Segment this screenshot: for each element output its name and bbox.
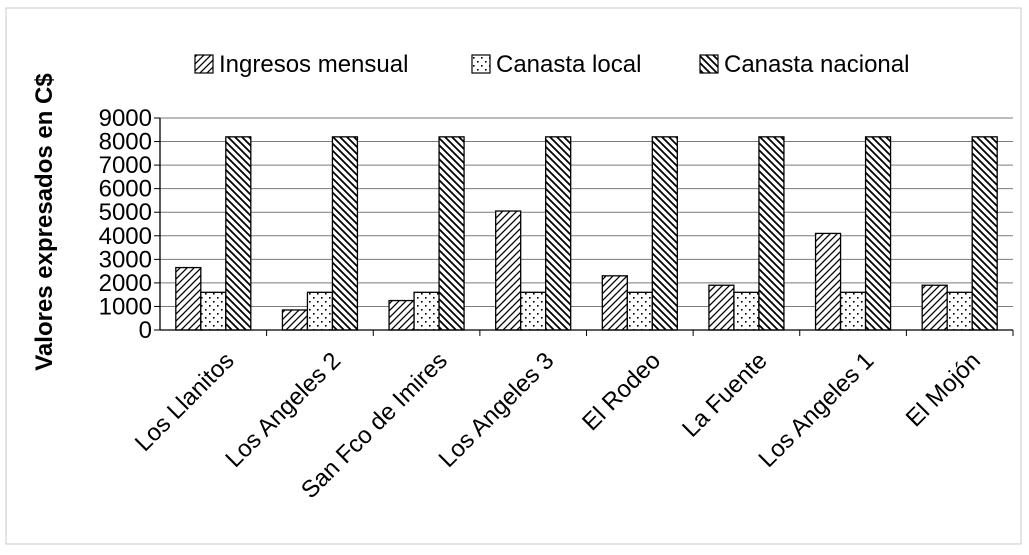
legend-swatch-ingresos	[194, 54, 214, 74]
bar-ingresos-mensual	[708, 284, 735, 331]
bar-canasta-local	[946, 291, 973, 331]
legend: Ingresos mensual Canasta local Canasta n…	[194, 51, 909, 78]
bar-canasta-local	[413, 291, 440, 331]
y-tick-label: 2000	[99, 270, 152, 297]
y-tick-label: 8000	[99, 129, 152, 156]
bar-ingresos-mensual	[495, 210, 522, 331]
axes	[154, 117, 1014, 336]
y-tick-label: 0	[139, 317, 152, 344]
bar-canasta-nacional	[545, 136, 572, 331]
bar-canasta-local	[839, 291, 867, 331]
bar-ingresos-mensual	[814, 232, 842, 331]
bar-ingresos-mensual	[601, 275, 628, 331]
legend-label-ingresos: Ingresos mensual	[219, 51, 408, 78]
y-tick-label: 4000	[99, 223, 152, 250]
legend-swatch-canasta-local	[471, 54, 491, 74]
bar-canasta-local	[733, 291, 760, 331]
bar-canasta-local	[626, 291, 653, 331]
y-tick-label: 7000	[99, 152, 152, 179]
y-tick-label: 6000	[99, 176, 152, 203]
bar-canasta-nacional	[864, 136, 892, 331]
bar-ingresos-mensual	[175, 266, 202, 331]
legend-label-canasta-local: Canasta local	[496, 51, 641, 78]
bars	[175, 136, 998, 331]
bar-canasta-nacional	[225, 136, 252, 331]
bar-canasta-local	[200, 291, 227, 331]
bar-canasta-nacional	[651, 136, 678, 331]
bar-canasta-local	[520, 291, 547, 331]
bar-canasta-local	[306, 291, 334, 331]
legend-label-canasta-nacional: Canasta nacional	[724, 51, 909, 78]
bar-canasta-nacional	[758, 136, 785, 331]
legend-swatch-canasta-nacional	[699, 54, 719, 74]
bar-ingresos-mensual	[281, 309, 309, 331]
y-tick-label: 9000	[99, 105, 152, 132]
bar-canasta-nacional	[438, 136, 465, 331]
y-tick-label: 3000	[99, 246, 152, 273]
bar-ingresos-mensual	[388, 299, 415, 331]
y-axis-label: Valores expresados en C$	[31, 73, 58, 371]
bar-canasta-nacional	[331, 136, 359, 331]
y-tick-label: 5000	[99, 199, 152, 226]
bar-ingresos-mensual	[921, 284, 948, 331]
y-tick-label: 1000	[99, 293, 152, 320]
bar-canasta-nacional	[971, 136, 998, 331]
